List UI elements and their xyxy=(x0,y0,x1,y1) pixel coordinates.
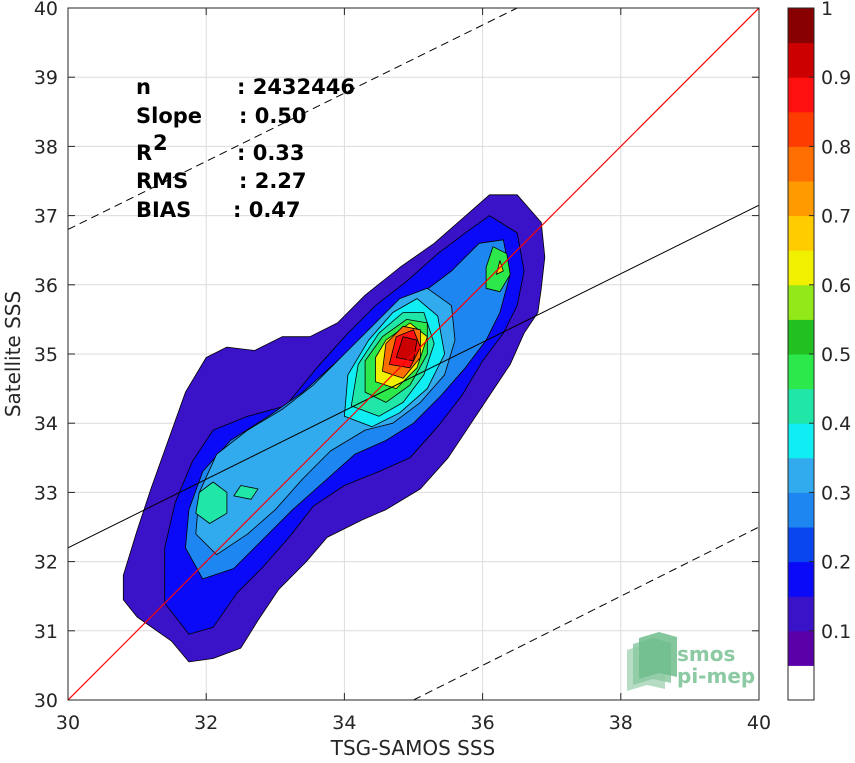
x-tick-label: 30 xyxy=(56,712,80,734)
x-tick-label: 36 xyxy=(471,712,495,734)
colorbar-segment-17 xyxy=(788,77,814,113)
stat-label-2: R xyxy=(136,141,152,165)
colorbar-segment-18 xyxy=(788,42,814,78)
x-tick-label: 38 xyxy=(609,712,633,734)
colorbar-segment-3 xyxy=(788,561,814,597)
colorbar-segment-11 xyxy=(788,284,814,320)
y-tick-label: 33 xyxy=(34,482,58,504)
y-tick-label: 31 xyxy=(34,621,58,643)
colorbar-segment-0 xyxy=(788,665,814,701)
stat-superscript-2: 2 xyxy=(153,131,168,155)
stat-value-0: : 2432446 xyxy=(237,75,355,99)
stat-label-1: Slope xyxy=(136,104,202,128)
colorbar-segment-6 xyxy=(788,457,814,493)
colorbar-segment-1 xyxy=(788,630,814,666)
regression-line xyxy=(68,204,759,549)
colorbar-segment-5 xyxy=(788,492,814,528)
colorbar-segment-12 xyxy=(788,250,814,286)
y-tick-label: 35 xyxy=(34,344,58,366)
colorbar-tick-label: 0.4 xyxy=(821,413,851,435)
colorbar-segment-8 xyxy=(788,388,814,424)
logo-text-pimep: pi-mep xyxy=(677,664,755,688)
logo-layer-2 xyxy=(639,632,677,679)
y-tick-label: 32 xyxy=(34,552,58,574)
colorbar-segment-4 xyxy=(788,527,814,563)
stats-box: n : 2432446 Slope : 0.50 R 2 : 0.33 RMS : 2.27 BI… xyxy=(136,75,355,222)
x-tick-label: 40 xyxy=(747,712,771,734)
stat-value-4: : 0.47 xyxy=(233,198,301,222)
colorbar-tick-label: 1 xyxy=(821,0,833,20)
colorbar-segment-10 xyxy=(788,319,814,355)
colorbar-tick-label: 0.9 xyxy=(821,67,851,89)
y-tick-label: 37 xyxy=(34,206,58,228)
y-tick-label: 40 xyxy=(34,0,58,20)
colorbar-tick-label: 0.3 xyxy=(821,482,851,504)
y-tick-label: 30 xyxy=(34,690,58,712)
x-tick-label: 34 xyxy=(332,712,356,734)
stat-value-1: : 0.50 xyxy=(239,104,307,128)
y-tick-label: 38 xyxy=(34,136,58,158)
density-contour-12 xyxy=(233,485,259,500)
y-tick-label: 36 xyxy=(34,275,58,297)
stat-label-4: BIAS xyxy=(136,198,191,222)
logo-text-smos: smos xyxy=(677,642,735,666)
colorbar-segment-16 xyxy=(788,111,814,147)
y-axis-label: Satellite SSS xyxy=(1,291,25,417)
density-contour-11 xyxy=(195,481,228,524)
colorbar-segment-13 xyxy=(788,215,814,251)
y-axis-ticks: 30 31 32 33 34 35 36 37 38 39 40 xyxy=(34,0,759,712)
stat-value-3: : 2.27 xyxy=(239,169,307,193)
upper-bound-dashed-line xyxy=(68,8,518,230)
colorbar-segment-9 xyxy=(788,354,814,390)
stat-value-2: : 0.33 xyxy=(237,141,305,165)
reference-lines xyxy=(68,8,759,700)
one-to-one-line xyxy=(68,8,759,700)
y-tick-label: 34 xyxy=(34,413,58,435)
colorbar-segment-19 xyxy=(788,8,814,44)
colorbar: 0.1 0.2 0.3 0.4 0.5 0.6 0.7 0.8 0.9 1 xyxy=(787,0,851,701)
colorbar-tick-label: 0.8 xyxy=(821,136,851,158)
colorbar-segment-15 xyxy=(788,146,814,182)
colorbar-segment-2 xyxy=(788,596,814,632)
colorbar-segment-14 xyxy=(788,181,814,217)
y-tick-label: 39 xyxy=(34,67,58,89)
x-axis-ticks: 30 32 34 36 38 40 xyxy=(56,8,771,734)
x-axis-label: TSG-SAMOS SSS xyxy=(330,736,496,760)
colorbar-tick-label: 0.6 xyxy=(821,275,851,297)
stat-label-0: n xyxy=(136,75,151,99)
colorbar-segment-7 xyxy=(788,423,814,459)
colorbar-tick-label: 0.2 xyxy=(821,552,851,574)
colorbar-tick-label: 0.1 xyxy=(821,621,851,643)
x-tick-label: 32 xyxy=(194,712,218,734)
plot-area: n : 2432446 Slope : 0.50 R 2 : 0.33 RMS : 2.27 BI… xyxy=(34,0,771,734)
smos-pimep-logo-icon xyxy=(627,632,677,691)
stat-label-3: RMS xyxy=(136,169,188,193)
colorbar-tick-label: 0.7 xyxy=(821,206,851,228)
colorbar-tick-label: 0.5 xyxy=(821,344,851,366)
